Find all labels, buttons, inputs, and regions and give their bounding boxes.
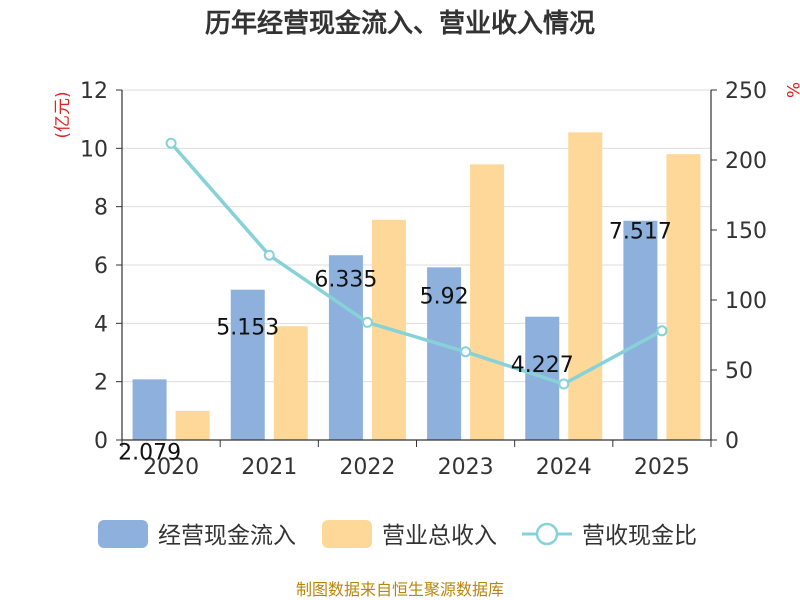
left-axis-tick-label: 2 bbox=[94, 371, 108, 396]
x-axis-tick-label: 2021 bbox=[241, 455, 297, 480]
bar-data-label: 6.335 bbox=[314, 267, 377, 292]
ratio-line-series bbox=[165, 137, 668, 390]
legend-point-marker bbox=[535, 522, 559, 546]
bar-total-revenue[interactable] bbox=[273, 326, 308, 440]
bar-data-label: 5.92 bbox=[420, 284, 469, 309]
right-axis-tick-label: 100 bbox=[725, 289, 767, 314]
legend-item-label[interactable]: 经营现金流入 bbox=[158, 523, 296, 549]
bar-data-label: 4.227 bbox=[511, 353, 574, 378]
ratio-point[interactable] bbox=[558, 378, 570, 390]
right-axis-tick-label: 150 bbox=[725, 219, 767, 244]
x-axis-tick-label: 2024 bbox=[536, 455, 592, 480]
data-labels: 2.079 5.153 6.335 5.92 4.227 7.517 bbox=[118, 219, 672, 465]
bar-total-revenue[interactable] bbox=[175, 410, 210, 440]
bar-cash-inflow[interactable] bbox=[623, 220, 658, 440]
bar-data-label: 5.153 bbox=[216, 315, 279, 340]
ratio-point[interactable] bbox=[460, 346, 472, 358]
bar-cash-inflow[interactable] bbox=[328, 255, 363, 440]
bar-data-label: 2.079 bbox=[118, 440, 181, 465]
x-axis-tick-label: 2023 bbox=[438, 455, 494, 480]
left-axis-tick-label: 0 bbox=[94, 429, 108, 454]
bar-cash-inflow[interactable] bbox=[427, 267, 462, 440]
left-axis-tick-label: 6 bbox=[94, 254, 108, 279]
ratio-point[interactable] bbox=[361, 316, 373, 328]
right-axis-tick-label: 250 bbox=[725, 79, 767, 104]
left-axis-tick-label: 4 bbox=[94, 312, 108, 337]
legend-item-label[interactable]: 营业总收入 bbox=[382, 523, 497, 549]
bar-total-revenue[interactable] bbox=[666, 154, 701, 440]
gridlines bbox=[122, 89, 711, 383]
ratio-point[interactable] bbox=[656, 325, 668, 337]
right-axis-tick-label: 0 bbox=[725, 429, 739, 454]
right-axis-tick-label: 200 bbox=[725, 149, 767, 174]
legend[interactable]: 经营现金流入 营业总收入 营收现金比 bbox=[98, 520, 697, 549]
left-axis-tick-label: 8 bbox=[94, 196, 108, 221]
bars bbox=[132, 132, 701, 440]
left-axis-tick-label: 12 bbox=[80, 79, 108, 104]
left-axis-tick-label: 10 bbox=[80, 137, 108, 162]
bar-total-revenue[interactable] bbox=[470, 164, 505, 440]
ratio-line bbox=[169, 142, 663, 386]
legend-swatch bbox=[322, 520, 372, 548]
ratio-point[interactable] bbox=[263, 249, 275, 261]
chart-title: 历年经营现金流入、营业收入情况 bbox=[205, 8, 595, 39]
left-axis-unit-label: (亿元) bbox=[53, 91, 73, 138]
bar-cash-inflow[interactable] bbox=[132, 379, 167, 440]
x-axis-tick-label: 2025 bbox=[634, 455, 690, 480]
legend-item-label[interactable]: 营收现金比 bbox=[582, 523, 697, 549]
x-axis-tick-label: 2022 bbox=[339, 455, 395, 480]
axes: 0 2 4 6 8 10 12 0 50 100 150 200 250 2020 2021 2022 2023… bbox=[80, 79, 767, 480]
bar-total-revenue[interactable] bbox=[568, 132, 603, 440]
right-axis-unit-label: % bbox=[782, 82, 800, 98]
x-axis-tick-label: 2020 bbox=[143, 455, 199, 480]
source-note: 制图数据来自恒生聚源数据库 bbox=[296, 580, 504, 599]
bar-cash-inflow[interactable] bbox=[230, 289, 265, 440]
ratio-point[interactable] bbox=[165, 137, 177, 149]
legend-swatch bbox=[98, 520, 148, 548]
bar-data-label: 7.517 bbox=[609, 219, 672, 244]
right-axis-tick-label: 50 bbox=[725, 359, 753, 384]
